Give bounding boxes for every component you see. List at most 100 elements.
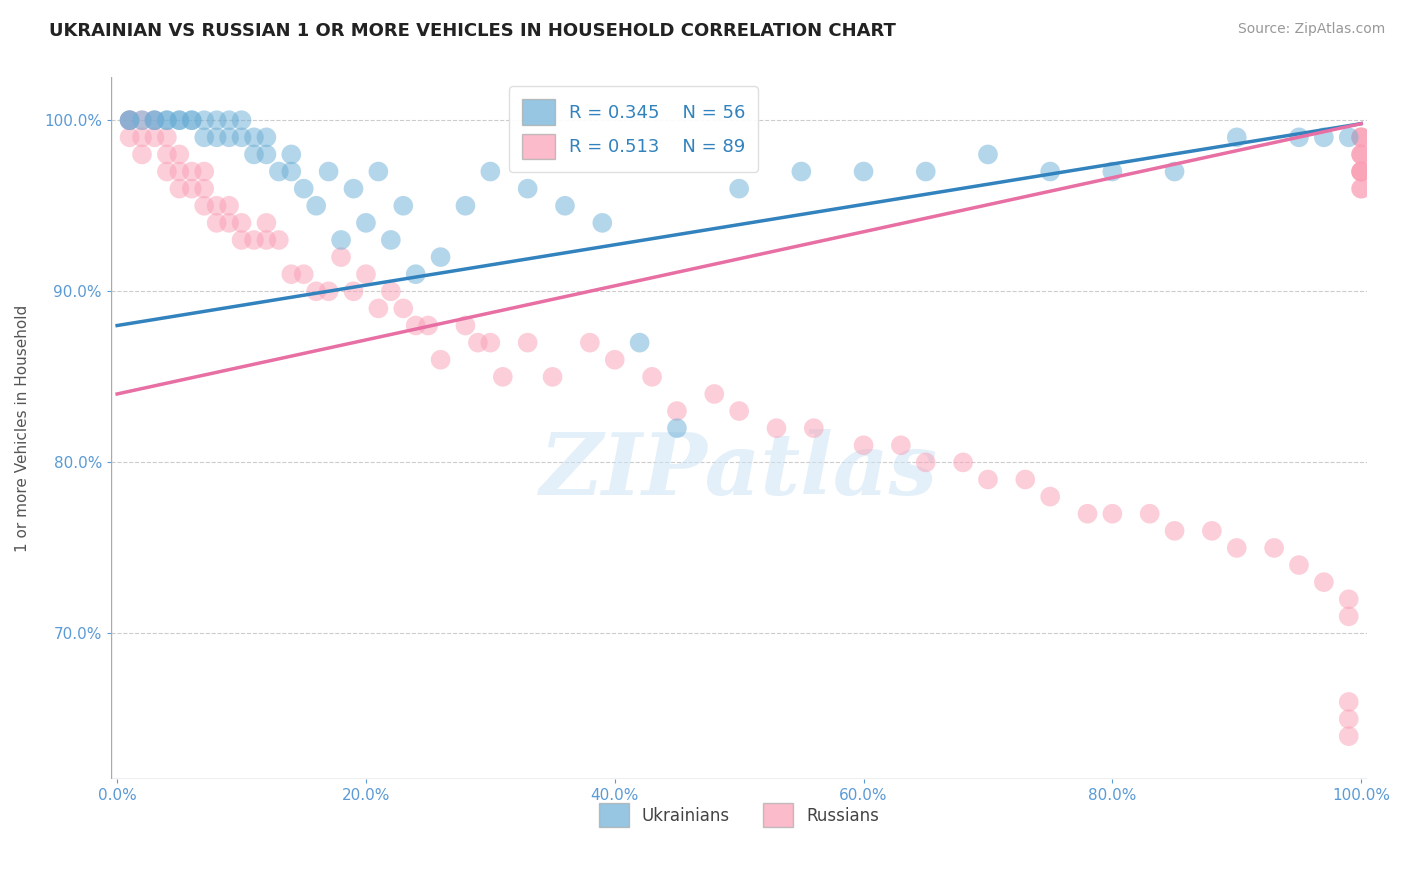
Point (1263, 541, 1285, 555)
Point (1101, 164, 1123, 178)
Point (467, 335, 489, 350)
Point (193, 199, 215, 213)
Point (169, 147, 191, 161)
Point (254, 233, 277, 247)
Point (392, 301, 415, 316)
Point (205, 113, 228, 128)
Point (118, 113, 141, 128)
Point (728, 181, 751, 195)
Point (1201, 524, 1223, 538)
Point (218, 199, 240, 213)
Point (131, 130, 153, 145)
Point (1337, 729, 1360, 743)
Point (367, 164, 389, 178)
Point (243, 130, 266, 145)
Point (479, 335, 502, 350)
Point (292, 181, 315, 195)
Point (205, 130, 228, 145)
Point (156, 164, 179, 178)
Point (218, 216, 240, 230)
Point (1337, 712, 1360, 726)
Point (418, 318, 440, 333)
Point (1350, 130, 1372, 145)
Point (479, 164, 502, 178)
Point (852, 438, 875, 452)
Point (1039, 164, 1062, 178)
Point (914, 164, 936, 178)
Point (1226, 541, 1249, 555)
Point (405, 318, 427, 333)
Point (665, 421, 688, 435)
Point (1337, 695, 1360, 709)
Point (665, 404, 688, 418)
Point (193, 113, 215, 128)
Point (1350, 164, 1372, 178)
Point (641, 369, 664, 384)
Point (131, 147, 153, 161)
Y-axis label: 1 or more Vehicles in Household: 1 or more Vehicles in Household (15, 304, 30, 552)
Point (1350, 147, 1372, 161)
Point (1039, 490, 1062, 504)
Point (405, 267, 427, 281)
Point (205, 199, 228, 213)
Point (169, 113, 191, 128)
Point (243, 147, 266, 161)
Point (254, 216, 277, 230)
Point (516, 335, 538, 350)
Point (1163, 164, 1185, 178)
Point (193, 130, 215, 145)
Point (1139, 507, 1161, 521)
Text: ZIPatlas: ZIPatlas (540, 428, 938, 512)
Point (367, 301, 389, 316)
Point (516, 181, 538, 195)
Point (1288, 558, 1310, 572)
Point (254, 130, 277, 145)
Point (429, 352, 451, 367)
Point (342, 285, 364, 299)
Point (292, 267, 315, 281)
Point (318, 164, 340, 178)
Legend: Ukrainians, Russians: Ukrainians, Russians (592, 797, 886, 834)
Point (554, 199, 576, 213)
Point (1350, 164, 1372, 178)
Point (765, 421, 787, 435)
Point (977, 147, 1000, 161)
Point (1350, 181, 1372, 195)
Point (280, 147, 302, 161)
Point (118, 130, 141, 145)
Point (193, 181, 215, 195)
Point (231, 113, 253, 128)
Point (380, 285, 402, 299)
Point (305, 199, 328, 213)
Point (454, 199, 477, 213)
Point (1350, 147, 1372, 161)
Point (169, 164, 191, 178)
Point (1350, 130, 1372, 145)
Point (243, 233, 266, 247)
Point (180, 164, 202, 178)
Point (205, 216, 228, 230)
Point (280, 267, 302, 281)
Point (1337, 609, 1360, 624)
Point (1226, 130, 1249, 145)
Point (180, 181, 202, 195)
Point (579, 335, 602, 350)
Point (156, 147, 179, 161)
Text: Source: ZipAtlas.com: Source: ZipAtlas.com (1237, 22, 1385, 37)
Point (1101, 507, 1123, 521)
Point (977, 473, 1000, 487)
Point (231, 130, 253, 145)
Point (267, 233, 290, 247)
Point (1350, 130, 1372, 145)
Point (143, 113, 166, 128)
Point (380, 233, 402, 247)
Point (952, 455, 974, 469)
Point (1350, 181, 1372, 195)
Point (143, 113, 166, 128)
Point (1350, 164, 1372, 178)
Point (852, 164, 875, 178)
Point (1288, 130, 1310, 145)
Text: UKRAINIAN VS RUSSIAN 1 OR MORE VEHICLES IN HOUSEHOLD CORRELATION CHART: UKRAINIAN VS RUSSIAN 1 OR MORE VEHICLES … (49, 22, 896, 40)
Point (1337, 130, 1360, 145)
Point (318, 285, 340, 299)
